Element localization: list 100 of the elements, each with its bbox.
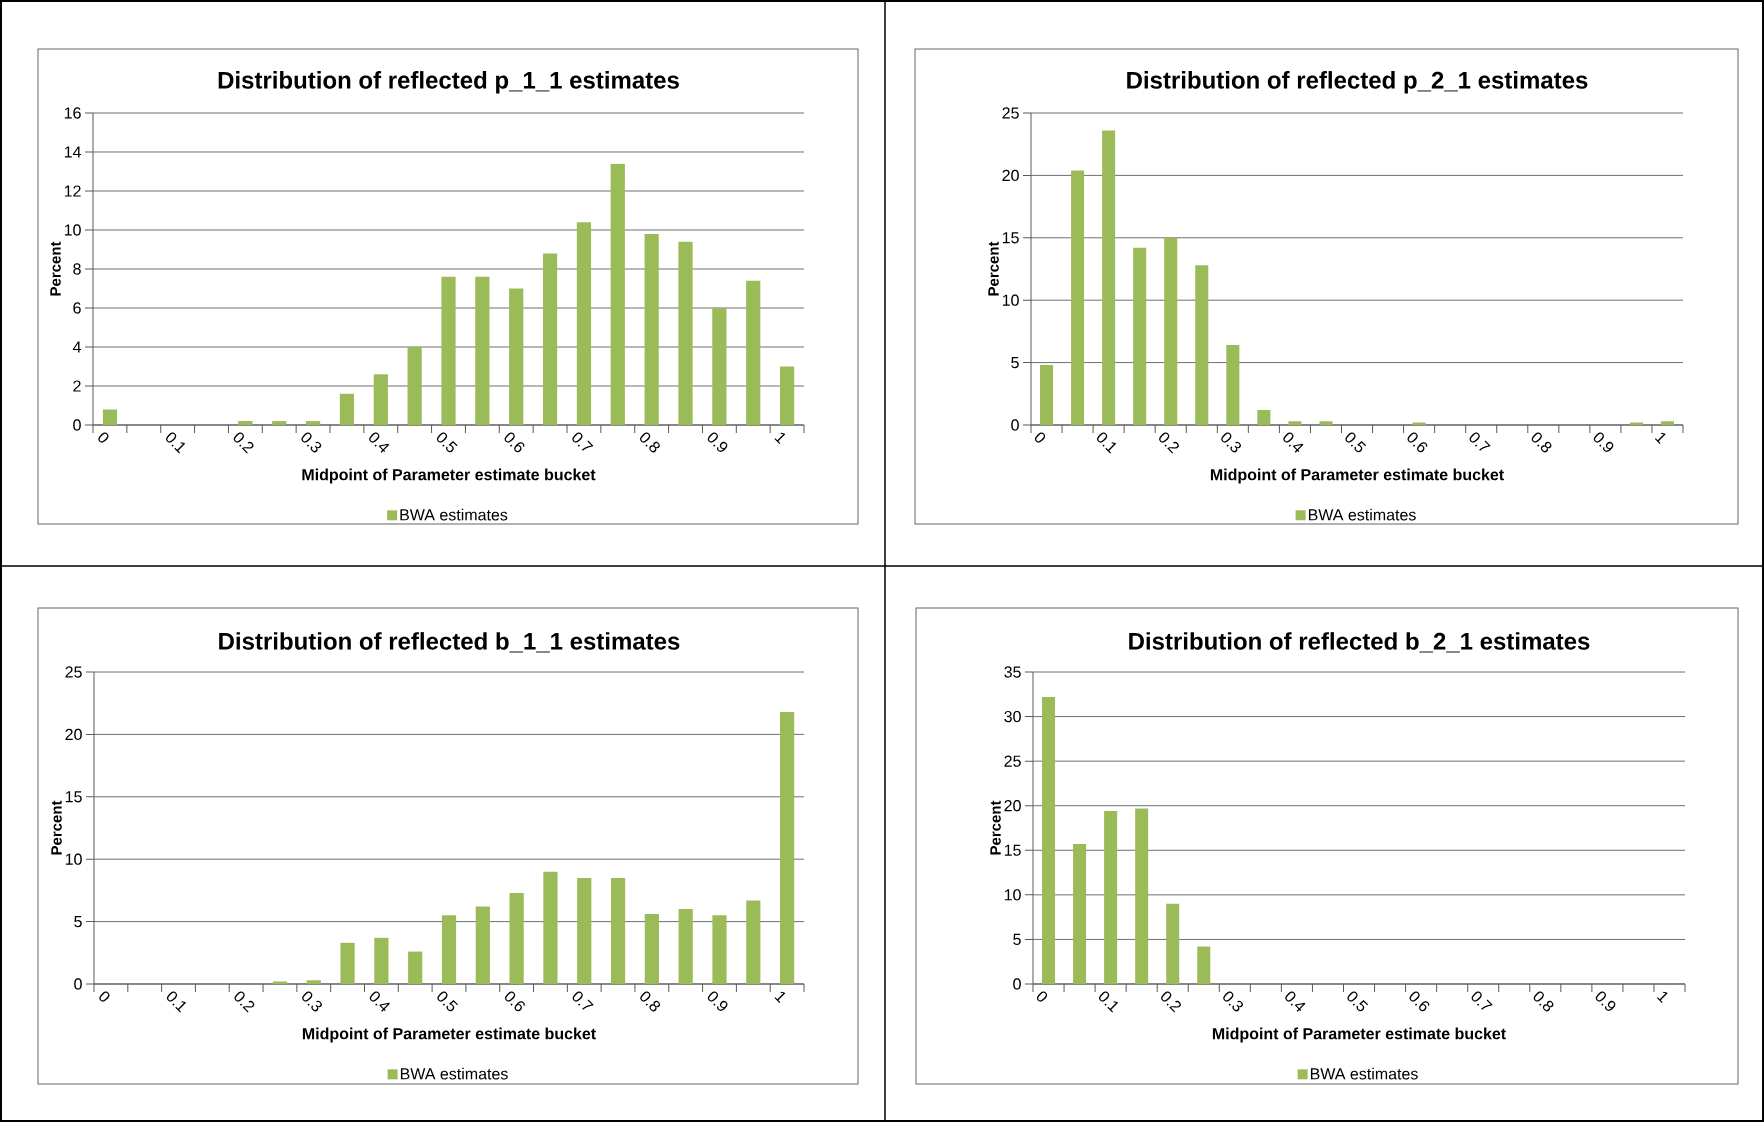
x-tick-label: 0 <box>98 432 109 443</box>
bar <box>746 900 761 984</box>
x-tick-label: 0.8 <box>1531 432 1552 453</box>
bar <box>644 914 659 984</box>
x-tick-label: 0.5 <box>436 432 458 453</box>
bar <box>509 892 524 984</box>
bar <box>1195 265 1209 425</box>
bar <box>746 280 761 425</box>
y-tick-label: 0 <box>73 419 81 431</box>
bar <box>272 421 287 425</box>
bar <box>1040 365 1054 425</box>
bar <box>509 288 524 425</box>
bar <box>1135 808 1149 984</box>
bar <box>678 909 693 984</box>
bar <box>373 374 388 425</box>
bar <box>576 222 592 425</box>
bar <box>441 276 456 425</box>
x-tick-label: 0.2 <box>233 432 254 454</box>
x-tick-label: 0.1 <box>166 432 186 454</box>
x-tick-label: 0.4 <box>369 432 390 453</box>
x-tick-label: 0.1 <box>166 991 187 1013</box>
x-tick-label: 0.4 <box>1283 432 1304 453</box>
x-tick-label: 1 <box>1654 432 1666 444</box>
bar <box>408 951 423 984</box>
bar <box>340 942 355 984</box>
x-tick-label: 0.5 <box>1347 991 1369 1012</box>
chart-title: Distribution of reflected b_2_1 estimates <box>1129 632 1590 653</box>
y-tick-label: 25 <box>65 666 82 678</box>
x-axis-title: Midpoint of Parameter estimate bucket <box>1212 1027 1506 1043</box>
bar <box>780 711 795 984</box>
x-tick-label: 0.9 <box>707 991 728 1011</box>
y-tick-label: 6 <box>73 302 81 314</box>
x-tick-label: 0.6 <box>505 991 525 1012</box>
y-tick-label: 4 <box>72 341 81 353</box>
bar <box>1166 903 1180 984</box>
y-tick-label: 20 <box>1004 800 1021 812</box>
y-tick-label: 15 <box>1004 844 1021 856</box>
x-tick-label: 0.3 <box>1221 432 1241 453</box>
legend-label: BWA estimates <box>400 1067 508 1080</box>
y-tick-label: 35 <box>1004 666 1021 678</box>
x-tick-label: 0 <box>1036 991 1048 1002</box>
y-tick-label: 20 <box>1002 169 1019 182</box>
x-tick-label: 0.6 <box>504 432 525 453</box>
x-tick-label: 0.3 <box>302 991 322 1012</box>
x-tick-label: 0 <box>1034 432 1046 443</box>
bar <box>306 980 321 984</box>
bar <box>1042 696 1056 984</box>
bar <box>1133 247 1147 425</box>
x-tick-label: 0.8 <box>1533 991 1554 1012</box>
bar <box>577 877 592 984</box>
x-tick-label: 0.4 <box>369 991 390 1012</box>
bar <box>1660 421 1675 425</box>
x-tick-label: 0.5 <box>1345 432 1367 453</box>
y-tick-label: 25 <box>1004 755 1021 767</box>
x-tick-label: 0.7 <box>572 432 594 451</box>
bar <box>644 233 659 425</box>
y-tick-label: 20 <box>65 728 82 741</box>
y-tick-label: 2 <box>73 380 81 392</box>
bar <box>374 937 389 984</box>
x-axis-title: Midpoint of Parameter estimate bucket <box>302 468 596 484</box>
bar <box>542 253 558 425</box>
bar <box>712 915 727 984</box>
y-tick-label: 15 <box>65 791 82 803</box>
y-axis-title: Percent <box>990 800 1001 855</box>
bar <box>1226 345 1240 425</box>
bar <box>305 421 321 425</box>
chart-title: Distribution of reflected b_1_1 estimates <box>219 632 680 653</box>
bar <box>441 915 457 984</box>
y-tick-label: 0 <box>1011 419 1019 431</box>
x-tick-label: 0.3 <box>301 432 322 453</box>
x-tick-label: 0.8 <box>640 432 660 453</box>
bar <box>610 163 625 425</box>
bar <box>1288 421 1302 425</box>
x-tick-label: 0.9 <box>1595 991 1616 1011</box>
bar <box>1197 946 1211 984</box>
x-tick-label: 1 <box>774 991 786 1003</box>
x-tick-label: 1 <box>1656 991 1668 1003</box>
y-tick-label: 0 <box>1013 978 1021 990</box>
bar <box>475 906 490 984</box>
bar <box>238 421 253 425</box>
y-axis-title: Percent <box>988 241 999 296</box>
bar <box>543 871 558 984</box>
x-tick-label: 0.9 <box>1593 432 1614 452</box>
bar <box>1102 130 1116 425</box>
x-tick-label: 0.6 <box>1407 432 1428 453</box>
y-tick-label: 16 <box>64 107 81 119</box>
x-axis-title: Midpoint of Parameter estimate bucket <box>302 1027 596 1043</box>
x-tick-label: 0.1 <box>1097 432 1117 454</box>
x-tick-label: 0.5 <box>437 991 459 1012</box>
chart-title: Distribution of reflected p_1_1 estimates <box>218 71 679 94</box>
x-tick-label: 0.7 <box>572 991 594 1010</box>
bar <box>1071 170 1085 425</box>
y-tick-label: 15 <box>1002 232 1019 244</box>
y-tick-label: 10 <box>64 224 81 236</box>
bar <box>339 393 355 425</box>
x-tick-label: 0.2 <box>1159 432 1179 454</box>
y-axis-title: Percent <box>50 241 61 296</box>
y-tick-label: 5 <box>1013 933 1021 946</box>
y-tick-label: 10 <box>65 853 82 865</box>
y-tick-label: 30 <box>1004 710 1021 723</box>
